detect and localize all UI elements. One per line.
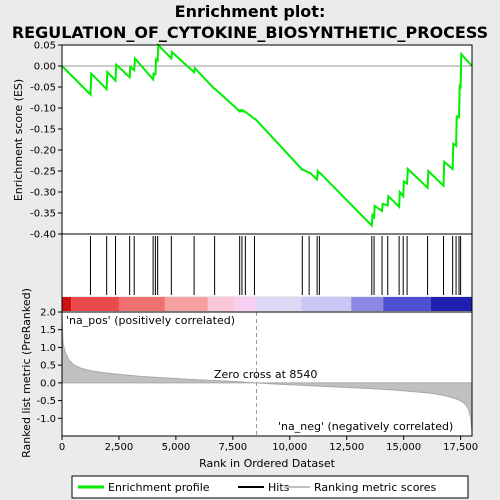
colorbar-segment bbox=[351, 297, 383, 311]
ranking-y-tick-label: 1.0 bbox=[40, 343, 56, 354]
ranking-y-tick-label: 0.0 bbox=[40, 378, 56, 389]
colorbar-segment bbox=[235, 297, 256, 311]
chart-title-line-1: Enrichment plot: bbox=[175, 2, 326, 21]
ranking-x-axis: 0 2,500 5,000 7,500 10,000 12,500 15,000 17,500 bbox=[59, 436, 478, 453]
ranking-x-tick-label: 12,500 bbox=[329, 442, 364, 453]
ranking-x-label: Rank in Ordered Dataset bbox=[199, 457, 336, 470]
enrichment-y-tick-label: 0.05 bbox=[34, 41, 56, 52]
neg-correlated-label: 'na_neg' (negatively correlated) bbox=[278, 420, 453, 433]
enrichment-y-tick-label: -0.35 bbox=[30, 209, 56, 220]
ranking-x-tick-label: 10,000 bbox=[272, 442, 307, 453]
ranking-y-axis: 2.0 1.5 1.0 0.5 0.0 -0.5 -1.0 bbox=[36, 308, 62, 425]
enrichment-y-tick-label: -0.05 bbox=[30, 83, 56, 94]
enrichment-y-tick-label: -0.10 bbox=[30, 104, 56, 115]
enrichment-y-tick-label: -0.40 bbox=[30, 230, 56, 241]
ranking-y-tick-label: 2.0 bbox=[40, 308, 56, 319]
ranking-y-tick-label: -0.5 bbox=[36, 396, 56, 407]
enrichment-y-tick-label: 0.00 bbox=[34, 62, 56, 73]
colorbar-segment bbox=[257, 297, 302, 311]
enrichment-y-label: Enrichment score (ES) bbox=[12, 79, 25, 201]
chart-title-line-2: REGULATION_OF_CYTOKINE_BIOSYNTHETIC_PROC… bbox=[12, 23, 488, 42]
hits-panel-bg bbox=[62, 234, 472, 296]
ranking-x-tick-label: 2,500 bbox=[105, 442, 134, 453]
ranking-x-tick-label: 17,500 bbox=[443, 442, 478, 453]
zero-cross-label: Zero cross at 8540 bbox=[214, 368, 317, 381]
legend-label-ranking: Ranking metric scores bbox=[314, 481, 436, 494]
colorbar-segment bbox=[383, 297, 431, 311]
colorbar-segment bbox=[208, 297, 235, 311]
colorbar-segment bbox=[62, 297, 71, 311]
enrichment-y-tick-label: -0.20 bbox=[30, 146, 56, 157]
ranking-y-tick-label: 1.5 bbox=[40, 325, 56, 336]
ranking-x-tick-label: 5,000 bbox=[162, 442, 191, 453]
ranking-x-tick-label: 0 bbox=[59, 442, 65, 453]
enrichment-panel-bg bbox=[62, 45, 472, 234]
enrichment-y-tick-label: -0.25 bbox=[30, 167, 56, 178]
colorbar-segment bbox=[71, 297, 119, 311]
ranking-y-label: Ranked list metric (PreRanked) bbox=[20, 288, 33, 458]
rank-colorbar bbox=[62, 297, 472, 311]
colorbar-segment bbox=[119, 297, 165, 311]
enrichment-y-tick-label: -0.15 bbox=[30, 125, 56, 136]
enrichment-y-tick-label: -0.30 bbox=[30, 188, 56, 199]
pos-correlated-label: 'na_pos' (positively correlated) bbox=[66, 314, 235, 327]
ranking-y-tick-label: 0.5 bbox=[40, 361, 56, 372]
ranking-y-tick-label: -1.0 bbox=[36, 414, 56, 425]
enrichment-y-axis: 0.05 0.00 -0.05 -0.10 -0.15 -0.20 -0.25 -0.30 -0… bbox=[30, 41, 62, 241]
ranking-x-tick-label: 15,000 bbox=[386, 442, 421, 453]
colorbar-segment bbox=[431, 297, 472, 311]
legend-label-enrichment: Enrichment profile bbox=[108, 481, 210, 494]
colorbar-segment bbox=[165, 297, 208, 311]
colorbar-segment bbox=[301, 297, 351, 311]
ranking-x-tick-label: 7,500 bbox=[219, 442, 248, 453]
